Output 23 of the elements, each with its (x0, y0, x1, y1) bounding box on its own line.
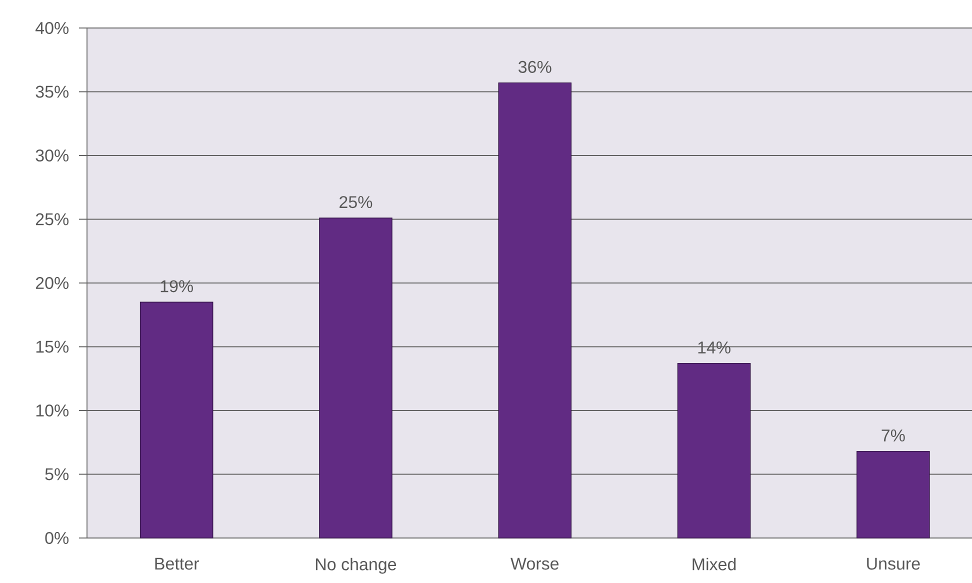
x-tick-label: Better (155, 558, 199, 570)
y-tick-label: 0% (45, 532, 69, 544)
bar (140, 302, 214, 538)
y-tick-label: 15% (36, 340, 69, 353)
bar (677, 362, 751, 538)
data-label: 25% (340, 196, 372, 208)
y-tick-label: 40% (36, 22, 69, 34)
y-tick-label: 10% (36, 404, 69, 417)
y-tick-label: 30% (36, 149, 69, 162)
x-tick-label: Mixed (692, 558, 736, 570)
x-tick-label: Worse (510, 558, 559, 570)
data-label: 19% (160, 280, 193, 292)
x-tick-label: No change (316, 558, 396, 574)
bar (498, 82, 572, 538)
y-tick-label: 5% (45, 468, 69, 480)
bar (319, 218, 392, 538)
x-tick-label: Unsure (867, 558, 920, 570)
data-label: 36% (518, 60, 552, 73)
y-tick-label: 35% (36, 86, 69, 98)
y-tick-label: 20% (36, 276, 69, 290)
y-tick-label: 25% (36, 213, 69, 226)
bar (856, 450, 930, 538)
data-label: 7% (882, 430, 905, 442)
